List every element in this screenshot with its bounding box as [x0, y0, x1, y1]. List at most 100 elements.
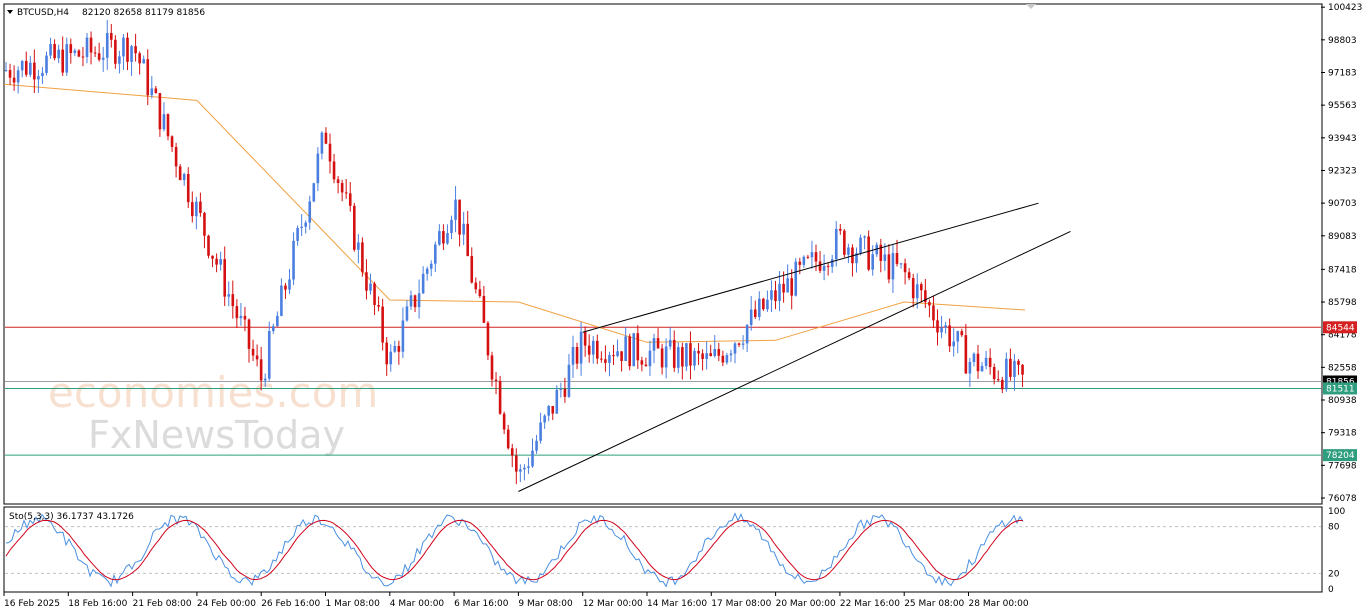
candle-body-218: [887, 254, 891, 280]
trendline-wedge-upper[interactable]: [582, 202, 1039, 333]
candle-body-238: [968, 361, 972, 374]
candle-body-5: [24, 61, 28, 75]
candle-body-105: [429, 263, 433, 269]
x-tick-label-0: 16 Feb 2025: [4, 599, 60, 609]
trendline-wedge-lower[interactable]: [518, 230, 1071, 492]
trendline-layer[interactable]: [518, 202, 1071, 492]
candle-body-216: [879, 244, 883, 261]
candle-body-42: [174, 146, 178, 167]
candle-body-44: [182, 173, 186, 181]
candle-body-154: [628, 336, 631, 367]
price-axis[interactable]: 100423 98803 97183 95563 93943 92323 90703 8908…: [1321, 3, 1362, 504]
candle-body-65: [267, 330, 271, 379]
candle-body-184: [749, 309, 753, 326]
candle-body-240: [976, 353, 980, 372]
price-badge-support-1: [1323, 382, 1357, 395]
candle-body-171: [697, 350, 700, 354]
candle-body-115: [470, 256, 474, 283]
y-tick-label-12: 80938: [1328, 396, 1357, 406]
moving-average-layer: [3, 83, 1026, 343]
candle-body-136: [555, 389, 559, 414]
candle-body-26: [110, 33, 113, 40]
candle-body-98: [401, 320, 405, 352]
candle-body-106: [434, 244, 437, 264]
candle-body-59: [243, 315, 247, 320]
candle-body-125: [510, 448, 514, 456]
candle-body-73: [300, 226, 303, 229]
candle-body-15: [65, 44, 69, 73]
candle-body-35: [146, 59, 150, 96]
price-badge-resistance: [1323, 321, 1357, 334]
candle-body-175: [713, 349, 717, 356]
candle-body-126: [515, 455, 518, 472]
candle-body-189: [770, 290, 773, 300]
x-tick-label-13: 22 Mar 16:00: [840, 599, 900, 609]
candle-body-170: [693, 350, 696, 366]
candle-body-13: [57, 49, 60, 59]
candle-body-146: [596, 340, 599, 359]
candle-body-20: [85, 37, 89, 58]
candle-body-29: [122, 37, 125, 57]
candle-body-167: [681, 347, 684, 367]
candle-body-75: [308, 201, 312, 223]
candle-body-179: [729, 353, 733, 356]
candle-body-69: [284, 285, 287, 290]
time-axis[interactable]: 16 Feb 2025 18 Feb 16:00 21 Feb 08:00 24 Fe…: [3, 592, 1029, 609]
candle-body-241: [980, 365, 984, 372]
candle-body-220: [895, 253, 899, 264]
candle-body-230: [936, 320, 939, 333]
candle-body-244: [992, 367, 996, 380]
x-tick-label-1: 18 Feb 16:00: [68, 599, 127, 609]
candle-body-47: [195, 201, 198, 217]
moving-average-line: [3, 83, 1026, 343]
candle-body-54: [223, 259, 226, 297]
candle-body-152: [620, 351, 623, 361]
candle-body-153: [624, 336, 627, 361]
price-badge-label-support-1: 81511: [1326, 384, 1355, 394]
x-tick-label-12: 20 Mar 00:00: [776, 599, 836, 609]
candle-body-155: [632, 333, 636, 367]
candle-body-55: [227, 294, 231, 297]
candle-body-141: [575, 347, 579, 364]
candle-body-45: [186, 173, 190, 203]
candle-body-90: [369, 283, 372, 291]
candle-body-196: [798, 261, 802, 265]
y-tick-label-11: 82558: [1328, 363, 1357, 373]
candle-body-137: [559, 388, 563, 390]
candle-body-222: [903, 263, 907, 273]
price-panel[interactable]: [3, 3, 1323, 505]
candle-body-246: [1001, 379, 1004, 390]
symbol-menu-icon[interactable]: [7, 10, 13, 14]
candle-body-200: [814, 252, 818, 262]
candle-body-57: [235, 306, 239, 319]
candle-body-33: [138, 53, 141, 64]
candle-body-164: [668, 339, 672, 347]
price-badges: 84544818568151178204: [1323, 321, 1357, 462]
chart-shift-marker-icon[interactable]: [1026, 4, 1036, 9]
y-tick-label-7: 89083: [1328, 232, 1357, 242]
candle-body-248: [1009, 358, 1012, 377]
candle-body-186: [758, 298, 761, 317]
y-tick-label-4: 93943: [1328, 134, 1357, 144]
candle-body-239: [972, 353, 976, 362]
stoch-k-line: [5, 512, 1024, 588]
candle-body-37: [154, 88, 158, 94]
candle-body-207: [843, 230, 846, 255]
candle-body-245: [996, 379, 1000, 381]
candle-body-110: [450, 219, 453, 234]
candle-body-177: [721, 355, 725, 363]
candle-body-103: [421, 273, 425, 294]
oscillator-panel[interactable]: [3, 506, 1323, 593]
x-tick-label-15: 28 Mar 00:00: [969, 599, 1029, 609]
candle-body-195: [794, 261, 798, 296]
candle-body-10: [45, 55, 48, 73]
y-tick-label-13: 79318: [1328, 429, 1357, 439]
candle-body-124: [506, 429, 510, 449]
candle-body-111: [454, 199, 457, 220]
candle-body-0: [4, 70, 8, 72]
candle-body-129: [527, 466, 530, 468]
x-tick-label-3: 24 Feb 00:00: [197, 599, 256, 609]
candle-body-214: [871, 254, 874, 270]
candle-body-181: [737, 343, 741, 345]
